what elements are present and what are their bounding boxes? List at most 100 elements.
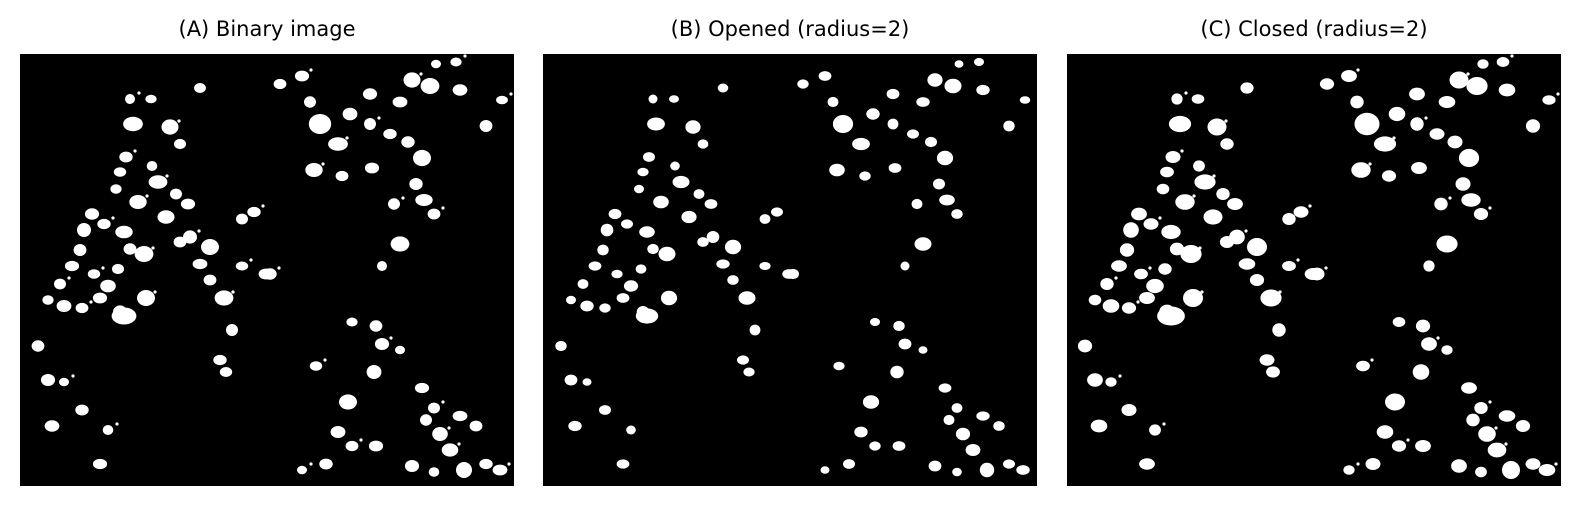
foreground-blob [555,340,567,352]
speckle [101,266,105,270]
foreground-blob [976,411,990,421]
speckle [249,258,253,262]
foreground-blob [693,189,705,199]
foreground-blob [31,340,45,352]
foreground-blob [1111,260,1127,272]
speckle [1244,229,1248,233]
foreground-blob [113,167,127,177]
foreground-blob [226,324,238,336]
foreground-blob [1410,117,1424,131]
foreground-blob [951,403,963,413]
foreground-blob [1158,263,1172,275]
speckle [1158,216,1162,220]
foreground-blob [1160,166,1174,178]
foreground-blob [161,119,179,135]
foreground-blob [294,70,310,82]
foreground-blob [717,83,729,93]
speckle [377,116,381,120]
foreground-blob [42,295,54,305]
foreground-blob [1131,207,1147,221]
foreground-blob [54,278,66,290]
foreground-blob [123,243,137,255]
foreground-blob [669,95,679,103]
foreground-blob [305,163,323,177]
foreground-blob [737,355,749,365]
foreground-blob [1169,242,1185,256]
foreground-blob [890,365,904,379]
foreground-blob [900,261,910,271]
foreground-blob [1436,235,1458,253]
foreground-blob [944,78,962,94]
foreground-blob [125,94,135,104]
foreground-blob [927,73,943,87]
foreground-blob [368,440,384,452]
speckle [1308,204,1312,208]
foreground-blob [427,208,441,220]
foreground-blob [213,354,227,366]
foreground-blob [1365,458,1381,470]
foreground-blob [203,274,217,286]
foreground-blob [577,279,589,289]
speckle [261,204,265,208]
foreground-blob [1447,135,1463,149]
foreground-blob [727,275,739,285]
foreground-blob [706,231,720,243]
foreground-blob [492,464,508,476]
foreground-blob [1392,317,1406,327]
speckle [1356,68,1360,72]
foreground-blob [192,258,208,270]
foreground-blob [170,188,182,200]
panel-opened-image: (B) Opened (radius=2) [543,0,1037,506]
speckle [1556,92,1560,96]
foreground-blob [862,395,880,409]
foreground-blob [568,420,582,432]
speckle [441,400,445,404]
foreground-blob [1165,151,1181,163]
foreground-blob [92,458,108,470]
foreground-blob [616,459,630,469]
foreground-blob [194,83,206,93]
foreground-blob [914,237,932,251]
foreground-blob [1193,160,1205,172]
speckle [389,336,393,340]
foreground-blob [1123,222,1139,238]
foreground-blob [936,150,954,166]
foreground-blob [1343,465,1355,475]
foreground-blob [1458,148,1480,168]
foreground-blob [771,207,783,217]
speckle [1114,276,1118,280]
foreground-blob [833,361,845,371]
foreground-blob [1220,138,1234,150]
foreground-blob [84,208,100,220]
speckle [145,194,149,198]
foreground-blob [247,206,261,218]
foreground-blob [413,149,431,167]
foreground-blob [852,137,870,151]
foreground-blob [681,210,697,224]
speckle [419,72,423,76]
speckle [1296,258,1300,262]
foreground-blob [1525,119,1541,133]
binary-image [20,54,514,486]
foreground-blob [123,116,143,132]
foreground-blob [582,378,592,386]
foreground-blob [827,96,839,108]
foreground-blob [888,163,902,173]
foreground-blob [1161,224,1181,240]
foreground-blob [1373,136,1397,152]
speckle [359,438,363,442]
speckle [1436,336,1440,340]
foreground-blob [637,167,649,177]
foreground-blob [1409,87,1425,101]
foreground-blob [1003,120,1015,132]
foreground-blob [328,137,348,151]
foreground-blob [648,94,658,104]
foreground-blob [75,302,89,314]
foreground-blob [939,194,955,206]
speckle [1118,374,1122,378]
foreground-blob [829,163,845,177]
foreground-blob [180,198,196,210]
foreground-blob [92,292,108,304]
foreground-blob [1207,118,1227,136]
foreground-blob [111,307,137,325]
